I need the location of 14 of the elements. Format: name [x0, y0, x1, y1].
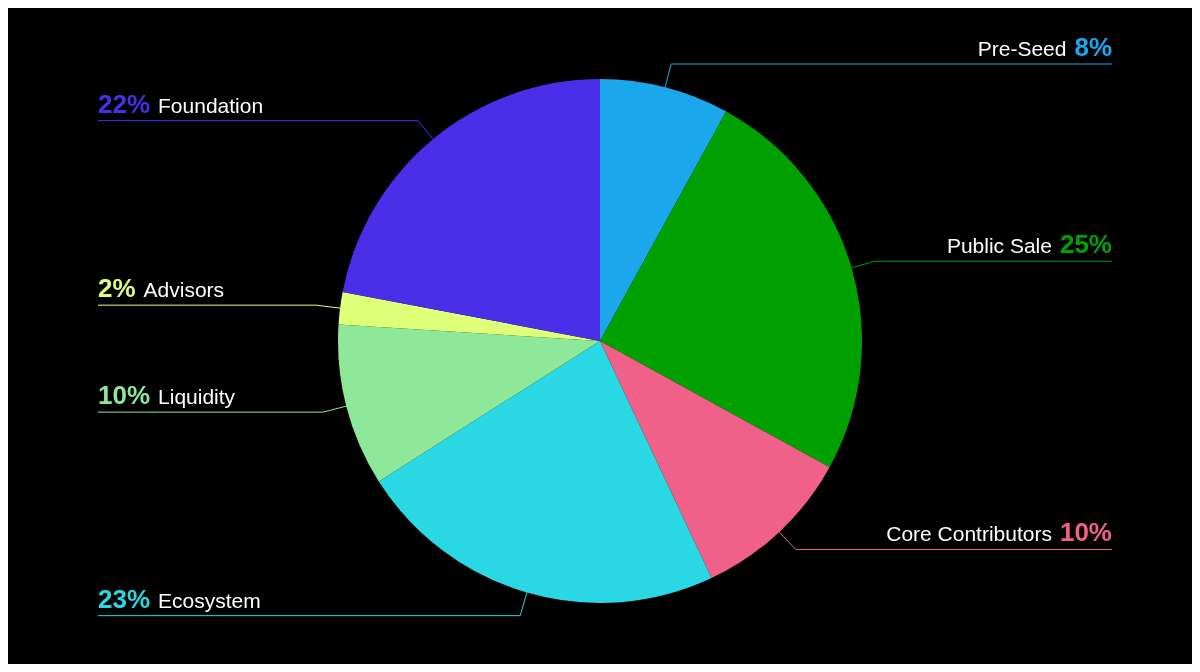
data-label: 8%	[1074, 31, 1112, 62]
data-label: 10%	[1059, 517, 1112, 548]
slice-label: Public Sale	[946, 234, 1052, 258]
data-label: 25%	[1059, 229, 1112, 260]
data-label: 22%	[98, 88, 151, 119]
slice-label: Liquidity	[158, 385, 236, 409]
slice-label: Pre-Seed	[977, 36, 1067, 60]
data-label: 23%	[98, 583, 151, 614]
slice-label: Core Contributors	[886, 522, 1052, 546]
data-label: 2%	[98, 273, 136, 304]
slice-label: Foundation	[158, 93, 264, 117]
slice-label: Ecosystem	[158, 588, 261, 612]
data-label: 10%	[98, 380, 151, 411]
slice-label: Advisors	[143, 278, 225, 302]
